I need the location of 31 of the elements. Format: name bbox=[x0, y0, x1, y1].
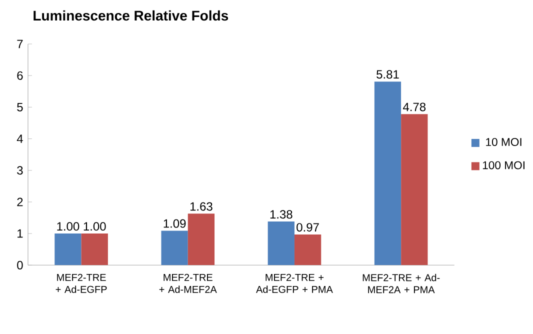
chart-title: Luminescence Relative Folds bbox=[34, 10, 228, 20]
x-tick-label: MEF2-TRE + Ad-MEF2A + PMA bbox=[362, 274, 440, 293]
bar bbox=[374, 81, 402, 265]
legend-label: 10 MOI bbox=[486, 138, 522, 146]
bar bbox=[54, 233, 82, 265]
y-tick-label: 4 bbox=[16, 134, 23, 143]
y-tick-label: 1 bbox=[18, 229, 23, 238]
data-label: 0.97 bbox=[296, 222, 319, 232]
data-label: 5.81 bbox=[376, 70, 399, 78]
data-label: 1.38 bbox=[270, 210, 292, 218]
x-tick-label: MEF2-TRE + Ad-EGFP + PMA bbox=[256, 274, 333, 293]
bar bbox=[294, 234, 322, 265]
y-tick-label: 6 bbox=[17, 71, 23, 80]
bar bbox=[268, 221, 294, 265]
x-tick-label: MEF2-TRE + Ad-MEF2A bbox=[159, 274, 217, 293]
data-label: 1.09 bbox=[164, 219, 186, 228]
bar bbox=[81, 233, 108, 265]
y-tick-label: 7 bbox=[17, 40, 23, 48]
bar bbox=[161, 230, 188, 265]
y-tick-label: 3 bbox=[17, 166, 23, 174]
bar bbox=[401, 114, 428, 265]
bar bbox=[188, 213, 215, 265]
y-tick-label: 0 bbox=[17, 260, 23, 270]
data-label: 1.00 bbox=[84, 222, 106, 230]
data-label: 1.00 bbox=[57, 222, 80, 230]
data-label: 1.63 bbox=[190, 202, 212, 211]
legend-label: 100 MOI bbox=[482, 161, 524, 170]
y-tick-label: 5 bbox=[17, 102, 23, 112]
x-tick-label: MEF2-TRE + Ad-EGFP bbox=[56, 274, 107, 293]
y-tick-label: 2 bbox=[17, 198, 23, 206]
data-label: 4.78 bbox=[403, 102, 426, 111]
